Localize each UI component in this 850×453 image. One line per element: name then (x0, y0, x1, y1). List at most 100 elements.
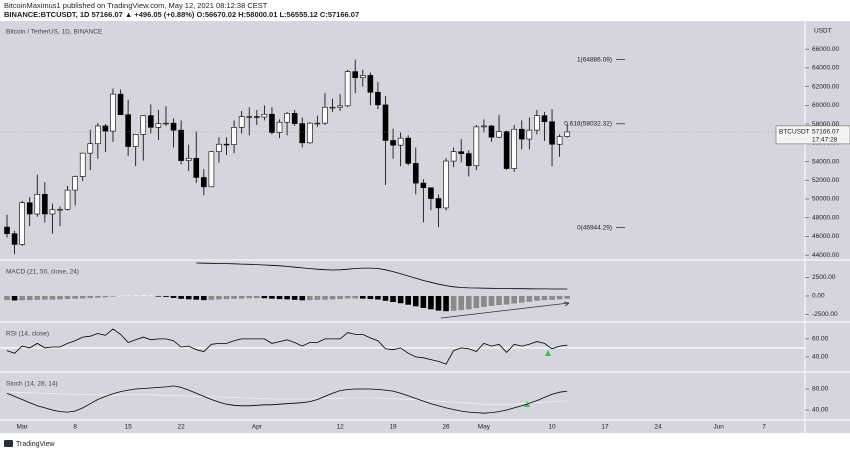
x-tick-label: 12 (336, 424, 344, 431)
candle-body (405, 137, 412, 164)
histogram-bar (511, 295, 517, 304)
candle-body (488, 125, 495, 138)
histogram-bar (420, 295, 427, 308)
histogram-bar (223, 295, 230, 300)
histogram-bar (231, 295, 237, 299)
candle-body (337, 105, 343, 108)
y-tick-label: 40.00 (812, 407, 829, 414)
candle-body (435, 198, 442, 209)
histogram-bar (307, 295, 313, 301)
histogram-bar (488, 295, 495, 306)
histogram-bar (178, 295, 184, 299)
candle-body (34, 194, 41, 215)
histogram-bar (375, 295, 381, 300)
y-tick-label: 54000.00 (812, 158, 839, 165)
x-tick-label: May (478, 424, 491, 431)
candle-body (87, 143, 94, 154)
histogram-bar (367, 295, 374, 300)
candle-body (390, 140, 396, 146)
histogram-bar (140, 294, 147, 296)
histogram-bar (254, 295, 260, 299)
x-tick-label: 8 (73, 424, 77, 431)
indicator-line (6, 328, 568, 365)
histogram-bar (155, 295, 162, 297)
candle-body (276, 121, 283, 133)
candle-body (132, 134, 139, 147)
y-tick-label: 50000.00 (812, 196, 839, 203)
candle-body (208, 151, 215, 188)
candle-body (110, 93, 116, 132)
histogram-bar (26, 295, 33, 301)
candle-body (26, 202, 33, 215)
chart-background (0, 21, 850, 433)
x-tick-label: 7 (762, 424, 766, 431)
candle-body (140, 115, 147, 135)
histogram-bar (102, 295, 109, 298)
fib-label: 1(64886.09) (577, 56, 612, 63)
histogram-bar (405, 295, 412, 305)
y-tick-label: -2500.00 (812, 311, 838, 318)
histogram-bar (390, 295, 396, 303)
histogram-bar (534, 295, 540, 301)
histogram-bar (443, 295, 449, 312)
candle-body (450, 151, 457, 162)
unit-label: USDT (814, 28, 832, 35)
candle-body (64, 189, 71, 210)
histogram-bar (276, 295, 283, 300)
histogram-bar (435, 295, 442, 311)
histogram-bar (450, 295, 457, 311)
histogram-bar (284, 295, 290, 300)
histogram-bar (42, 295, 48, 300)
histogram-bar (238, 295, 245, 299)
candle-body (19, 202, 25, 245)
y-tick-label: 58000.00 (812, 121, 839, 128)
candle-body (503, 131, 510, 169)
candle-body (329, 106, 336, 109)
histogram-bar (261, 295, 268, 299)
candle-body (42, 194, 48, 215)
candle-body (223, 143, 230, 146)
x-tick-label: Mar (17, 424, 29, 431)
candle-body (382, 104, 389, 141)
candle-body (79, 152, 86, 177)
histogram-bar (148, 295, 154, 296)
candle-body (526, 129, 533, 140)
x-tick-label: 17 (601, 424, 609, 431)
candle-body (496, 131, 502, 138)
candle-body (102, 125, 109, 132)
candle-body (344, 71, 351, 107)
candle-body (269, 113, 275, 133)
y-tick-label: 64000.00 (812, 65, 839, 72)
candle-body (322, 106, 328, 124)
histogram-bar (458, 295, 464, 311)
y-tick-label: 46000.00 (812, 233, 839, 240)
histogram-bar (72, 295, 78, 299)
histogram-bar (412, 295, 419, 307)
y-tick-label: 52000.00 (812, 177, 839, 184)
candle-body (314, 122, 321, 125)
y-tick-label: 44000.00 (812, 252, 839, 259)
trendline (440, 302, 570, 319)
candle-body (284, 113, 290, 123)
histogram-bar (269, 295, 275, 299)
x-tick-label: 15 (125, 424, 133, 431)
y-tick-label: 40.00 (812, 354, 829, 361)
histogram-bar (496, 295, 502, 306)
y-tick-label: 2500.00 (812, 274, 836, 281)
candle-body (49, 209, 56, 215)
candle-body (443, 160, 449, 209)
candle-body (231, 127, 237, 145)
histogram-bar (314, 295, 321, 300)
candle-body (397, 137, 404, 146)
histogram-bar (291, 295, 298, 300)
histogram-bar (34, 295, 41, 300)
candle-body (299, 123, 306, 144)
histogram-bar (132, 295, 139, 296)
candle-body (518, 128, 525, 140)
histogram-bar (185, 295, 192, 300)
pane-title: Stoch (14, 28, 14) (6, 381, 58, 388)
candle-body (117, 93, 124, 116)
macd-trendline (440, 301, 570, 319)
candle-body (185, 157, 192, 161)
histogram-bar (11, 295, 18, 301)
